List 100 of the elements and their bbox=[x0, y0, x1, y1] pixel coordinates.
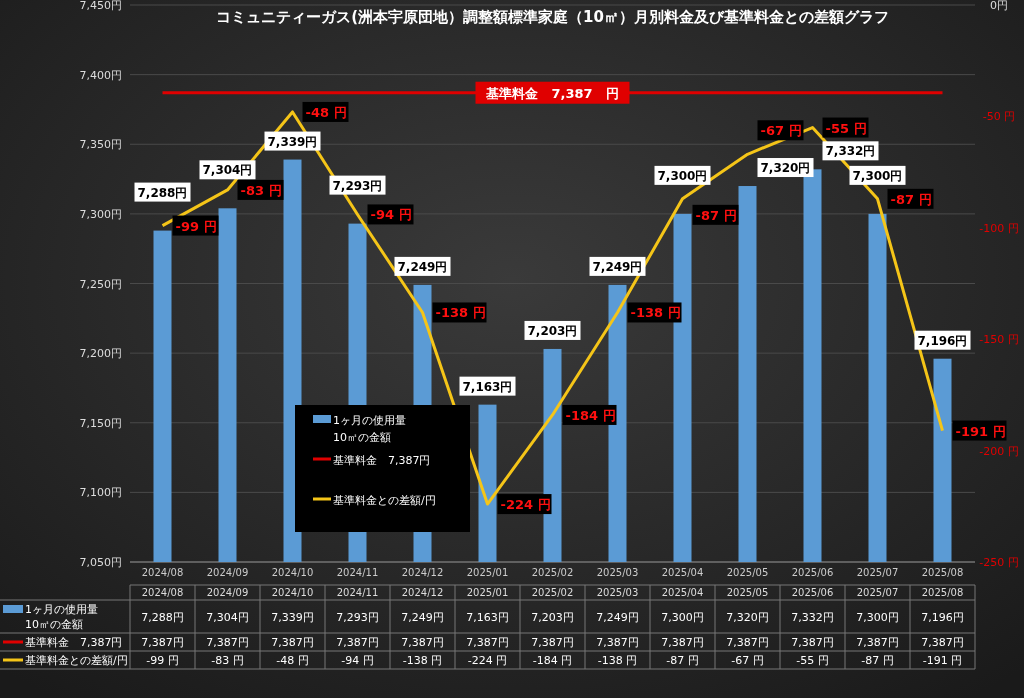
x-tick-label: 2025/07 bbox=[856, 567, 899, 578]
data-label: 7,387円 bbox=[856, 636, 899, 649]
y-tick-label: 7,300円 bbox=[79, 207, 122, 221]
x-tick-label: 2024/11 bbox=[336, 567, 379, 578]
category-label: 2024/12 bbox=[401, 587, 444, 598]
text: 7,293円 bbox=[332, 178, 383, 193]
data-label: 7,300円 bbox=[856, 610, 899, 624]
data-label: 7,332円 bbox=[791, 610, 834, 624]
y2-tick-label: -50 円 bbox=[982, 110, 1016, 124]
text: -94 円 bbox=[370, 207, 412, 223]
data-label: 7,196円 bbox=[921, 610, 964, 624]
y-tick-label: 7,050円 bbox=[79, 556, 122, 569]
category-label: 2025/04 bbox=[661, 587, 704, 598]
data-label: 7,293円 bbox=[336, 610, 379, 624]
y2-tick-label: -100 円 bbox=[979, 221, 1019, 235]
category-label: 2025/07 bbox=[856, 587, 899, 598]
data-label: 7,387円 bbox=[531, 636, 574, 649]
x-tick-label: 2024/12 bbox=[401, 567, 444, 578]
y2-tick-label: -150 円 bbox=[979, 333, 1019, 347]
text: 7,332円 bbox=[825, 144, 876, 159]
chart-title: コミュニティーガス(洲本宇原団地）調整額標準家庭（10㎡）月別料金及び基準料金との差額グラフ bbox=[216, 8, 889, 26]
data-label: 7,387円 bbox=[466, 636, 509, 649]
x-tick-label: 2025/05 bbox=[726, 567, 769, 578]
x-tick-label: 2025/06 bbox=[791, 567, 834, 578]
y-tick-label: 7,350円 bbox=[79, 138, 122, 152]
category-label: 2024/08 bbox=[141, 587, 184, 598]
data-label: 7,249円 bbox=[401, 610, 444, 624]
text: -83 円 bbox=[240, 182, 282, 198]
data-label: 7,387円 bbox=[661, 636, 704, 649]
y-tick-label: 7,200円 bbox=[79, 347, 122, 361]
data-label: 7,339円 bbox=[271, 610, 314, 624]
text: -55 円 bbox=[825, 120, 867, 136]
x-tick-label: 2025/02 bbox=[531, 567, 574, 578]
text: -191 円 bbox=[955, 423, 1006, 439]
y-tick-label: 7,100円 bbox=[79, 486, 122, 500]
text: 基準料金 7,387円 bbox=[25, 636, 123, 649]
data-label: 7,387円 bbox=[726, 636, 769, 649]
category-label: 2025/03 bbox=[596, 587, 639, 598]
text: -138 円 bbox=[630, 305, 681, 321]
data-label: 7,387円 bbox=[336, 636, 379, 649]
text: 7,339円 bbox=[267, 134, 318, 149]
category-label: 2025/06 bbox=[791, 587, 834, 598]
data-label: 7,320円 bbox=[726, 610, 769, 624]
x-tick-label: 2025/08 bbox=[921, 567, 964, 578]
text: -87 円 bbox=[890, 191, 932, 207]
category-label: 2025/05 bbox=[726, 587, 769, 598]
data-label: 7,304円 bbox=[206, 610, 249, 624]
text: -48 円 bbox=[305, 104, 347, 120]
data-label: 7,288円 bbox=[141, 610, 184, 624]
data-label: 7,387円 bbox=[921, 636, 964, 649]
data-label: 7,387円 bbox=[791, 636, 834, 649]
x-tick-label: 2025/03 bbox=[596, 567, 639, 578]
text: -67 円 bbox=[760, 123, 802, 139]
text: 7,320円 bbox=[760, 161, 811, 176]
data-label: 7,387円 bbox=[271, 636, 314, 649]
data-label: 7,300円 bbox=[661, 610, 704, 624]
x-tick-label: 2025/04 bbox=[661, 567, 704, 578]
text: 7,249円 bbox=[592, 259, 643, 274]
x-tick-label: 2025/01 bbox=[466, 567, 509, 578]
text: 基準料金との差額/円 bbox=[25, 654, 128, 667]
data-label: -87 円 bbox=[666, 654, 699, 667]
data-label: -94 円 bbox=[341, 654, 374, 667]
text: -224 円 bbox=[500, 497, 551, 513]
text: 7,288円 bbox=[137, 185, 188, 200]
text: 7,249円 bbox=[397, 259, 448, 274]
category-label: 2025/01 bbox=[466, 587, 509, 598]
data-label: -99 円 bbox=[146, 654, 179, 667]
text: -138 円 bbox=[435, 305, 486, 321]
data-label: 7,249円 bbox=[596, 610, 639, 624]
text: 7,300円 bbox=[852, 168, 903, 183]
text: -87 円 bbox=[695, 207, 737, 223]
x-tick-label: 2024/08 bbox=[141, 567, 184, 578]
data-label: 7,203円 bbox=[531, 610, 574, 624]
annotation: 基準料金 7,387 円 bbox=[485, 85, 619, 101]
data-label: -138 円 bbox=[402, 654, 443, 667]
y-tick-label: 7,450円 bbox=[79, 0, 122, 12]
data-label: 7,387円 bbox=[401, 636, 444, 649]
category-label: 2024/09 bbox=[206, 587, 249, 598]
text: 7,304円 bbox=[202, 163, 253, 178]
text: -184 円 bbox=[565, 407, 616, 423]
y2-tick-label: -250 円 bbox=[979, 556, 1019, 569]
data-label: -67 円 bbox=[731, 654, 764, 667]
category-label: 2025/02 bbox=[531, 587, 574, 598]
y2-tick-label: 0円 bbox=[990, 0, 1008, 12]
data-label: 7,387円 bbox=[596, 636, 639, 649]
text: -99 円 bbox=[175, 218, 217, 234]
data-label: -83 円 bbox=[211, 654, 244, 667]
category-label: 2024/11 bbox=[336, 587, 379, 598]
data-label: -87 円 bbox=[861, 654, 894, 667]
text: 7,203円 bbox=[527, 323, 578, 338]
data-label: 7,387円 bbox=[141, 636, 184, 649]
category-label: 2024/10 bbox=[271, 587, 314, 598]
y-tick-label: 7,400円 bbox=[79, 68, 122, 82]
data-label: -138 円 bbox=[597, 654, 638, 667]
y-tick-label: 7,150円 bbox=[79, 416, 122, 430]
x-tick-label: 2024/10 bbox=[271, 567, 314, 578]
data-label: -48 円 bbox=[276, 654, 309, 667]
category-label: 2025/08 bbox=[921, 587, 964, 598]
text: 7,300円 bbox=[657, 168, 708, 183]
legend-label: 基準料金との差額/円 bbox=[333, 494, 436, 507]
